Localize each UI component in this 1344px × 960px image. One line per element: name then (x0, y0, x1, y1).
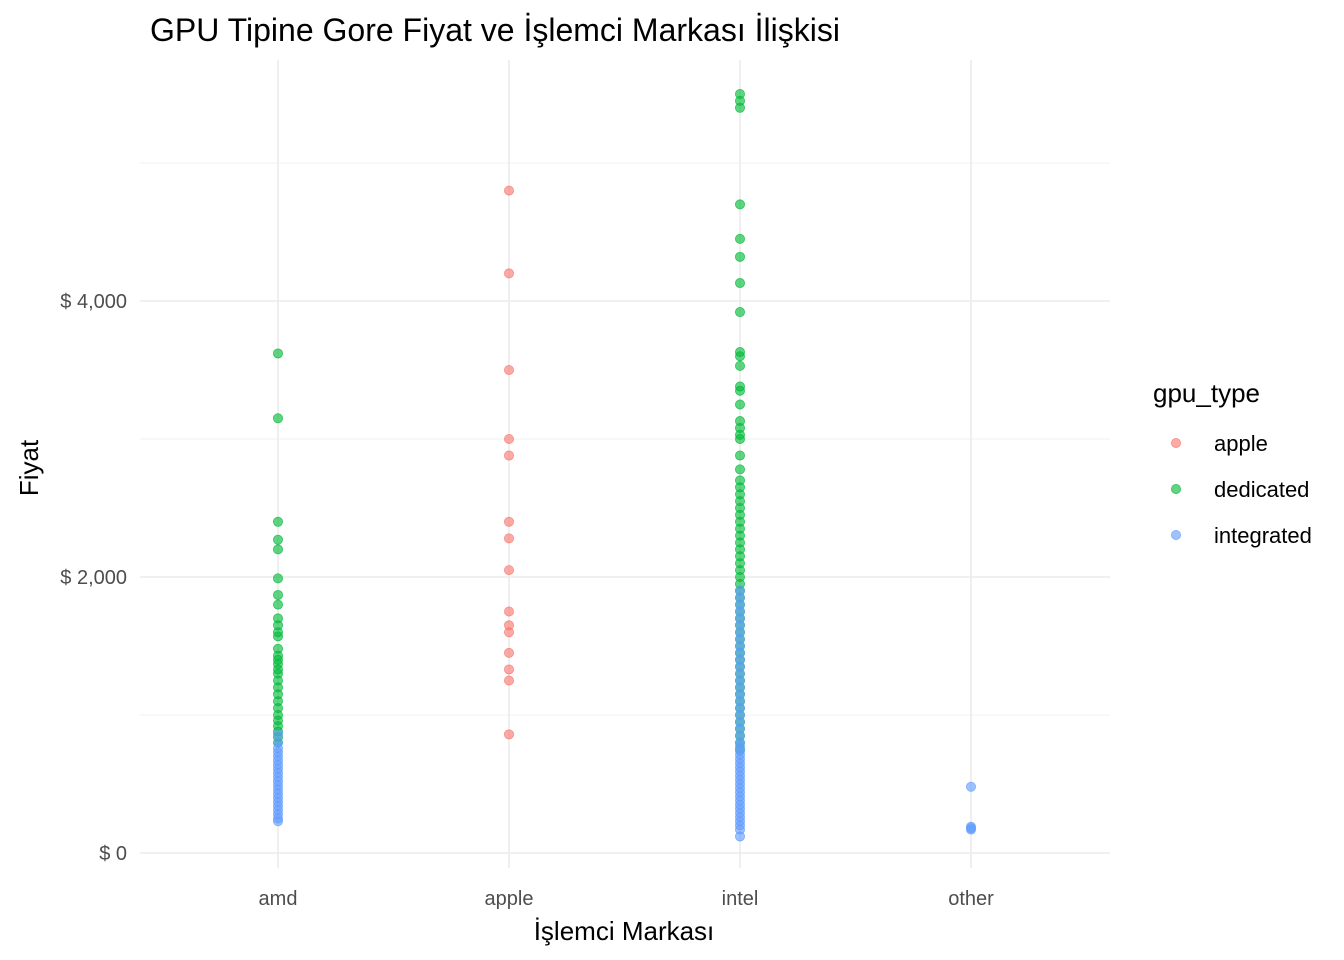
data-point-apple (503, 433, 514, 444)
y-tick-label: $ 2,000 (60, 567, 127, 589)
chart-title: GPU Tipine Gore Fiyat ve İşlemci Markası… (150, 12, 840, 48)
data-point-dedicated (735, 233, 746, 244)
legend-key-integrated (1171, 530, 1182, 541)
data-point-dedicated (272, 573, 283, 584)
data-point-dedicated (735, 351, 746, 362)
data-point-dedicated (735, 464, 746, 475)
legend: gpu_type apple dedicated integrated (1153, 378, 1312, 548)
data-point-dedicated (272, 544, 283, 555)
data-point-apple (503, 627, 514, 638)
data-point-dedicated (735, 433, 746, 444)
grid-lines (140, 60, 1110, 868)
x-tick-label: amd (259, 888, 298, 910)
data-point-dedicated (272, 589, 283, 600)
data-point-dedicated (272, 413, 283, 424)
x-tick-label: other (948, 888, 994, 910)
legend-title: gpu_type (1153, 378, 1260, 408)
data-point-dedicated (272, 348, 283, 359)
data-point-dedicated (735, 278, 746, 289)
y-axis-title: Fiyat (14, 439, 44, 496)
data-point-dedicated (735, 307, 746, 318)
x-tick-label: intel (722, 888, 759, 910)
legend-label-integrated: integrated (1214, 523, 1312, 548)
data-point-apple (503, 533, 514, 544)
y-axis-ticks: $ 0 $ 2,000 $ 4,000 (60, 291, 127, 865)
data-point-apple (503, 565, 514, 576)
data-point-dedicated (735, 399, 746, 410)
data-point-apple (503, 268, 514, 279)
data-point-dedicated (272, 534, 283, 545)
data-point-dedicated (735, 102, 746, 113)
y-tick-label: $ 4,000 (60, 291, 127, 313)
data-points (272, 89, 977, 842)
data-point-apple (503, 647, 514, 658)
data-point-dedicated (735, 450, 746, 461)
legend-label-dedicated: dedicated (1214, 477, 1309, 502)
data-point-integrated (735, 831, 746, 842)
data-point-integrated (966, 781, 977, 792)
data-point-integrated (272, 729, 283, 740)
data-point-dedicated (735, 360, 746, 371)
data-point-dedicated (735, 251, 746, 262)
data-point-dedicated (272, 599, 283, 610)
data-point-apple (503, 450, 514, 461)
data-point-apple (503, 185, 514, 196)
data-point-integrated (272, 816, 283, 827)
data-point-apple (503, 664, 514, 675)
data-point-apple (503, 675, 514, 686)
data-point-integrated (966, 824, 977, 835)
data-point-apple (503, 516, 514, 527)
data-point-dedicated (272, 516, 283, 527)
data-point-dedicated (735, 199, 746, 210)
x-axis-title: İşlemci Markası (534, 916, 715, 946)
data-point-apple (503, 364, 514, 375)
legend-label-apple: apple (1214, 431, 1268, 456)
data-point-dedicated (735, 385, 746, 396)
data-point-apple (503, 729, 514, 740)
x-tick-label: apple (485, 888, 534, 910)
data-point-apple (503, 606, 514, 617)
x-axis-ticks: amd apple intel other (259, 888, 995, 910)
y-tick-label: $ 0 (99, 843, 127, 865)
legend-key-dedicated (1171, 483, 1182, 494)
legend-key-apple (1171, 437, 1182, 448)
data-point-dedicated (272, 631, 283, 642)
